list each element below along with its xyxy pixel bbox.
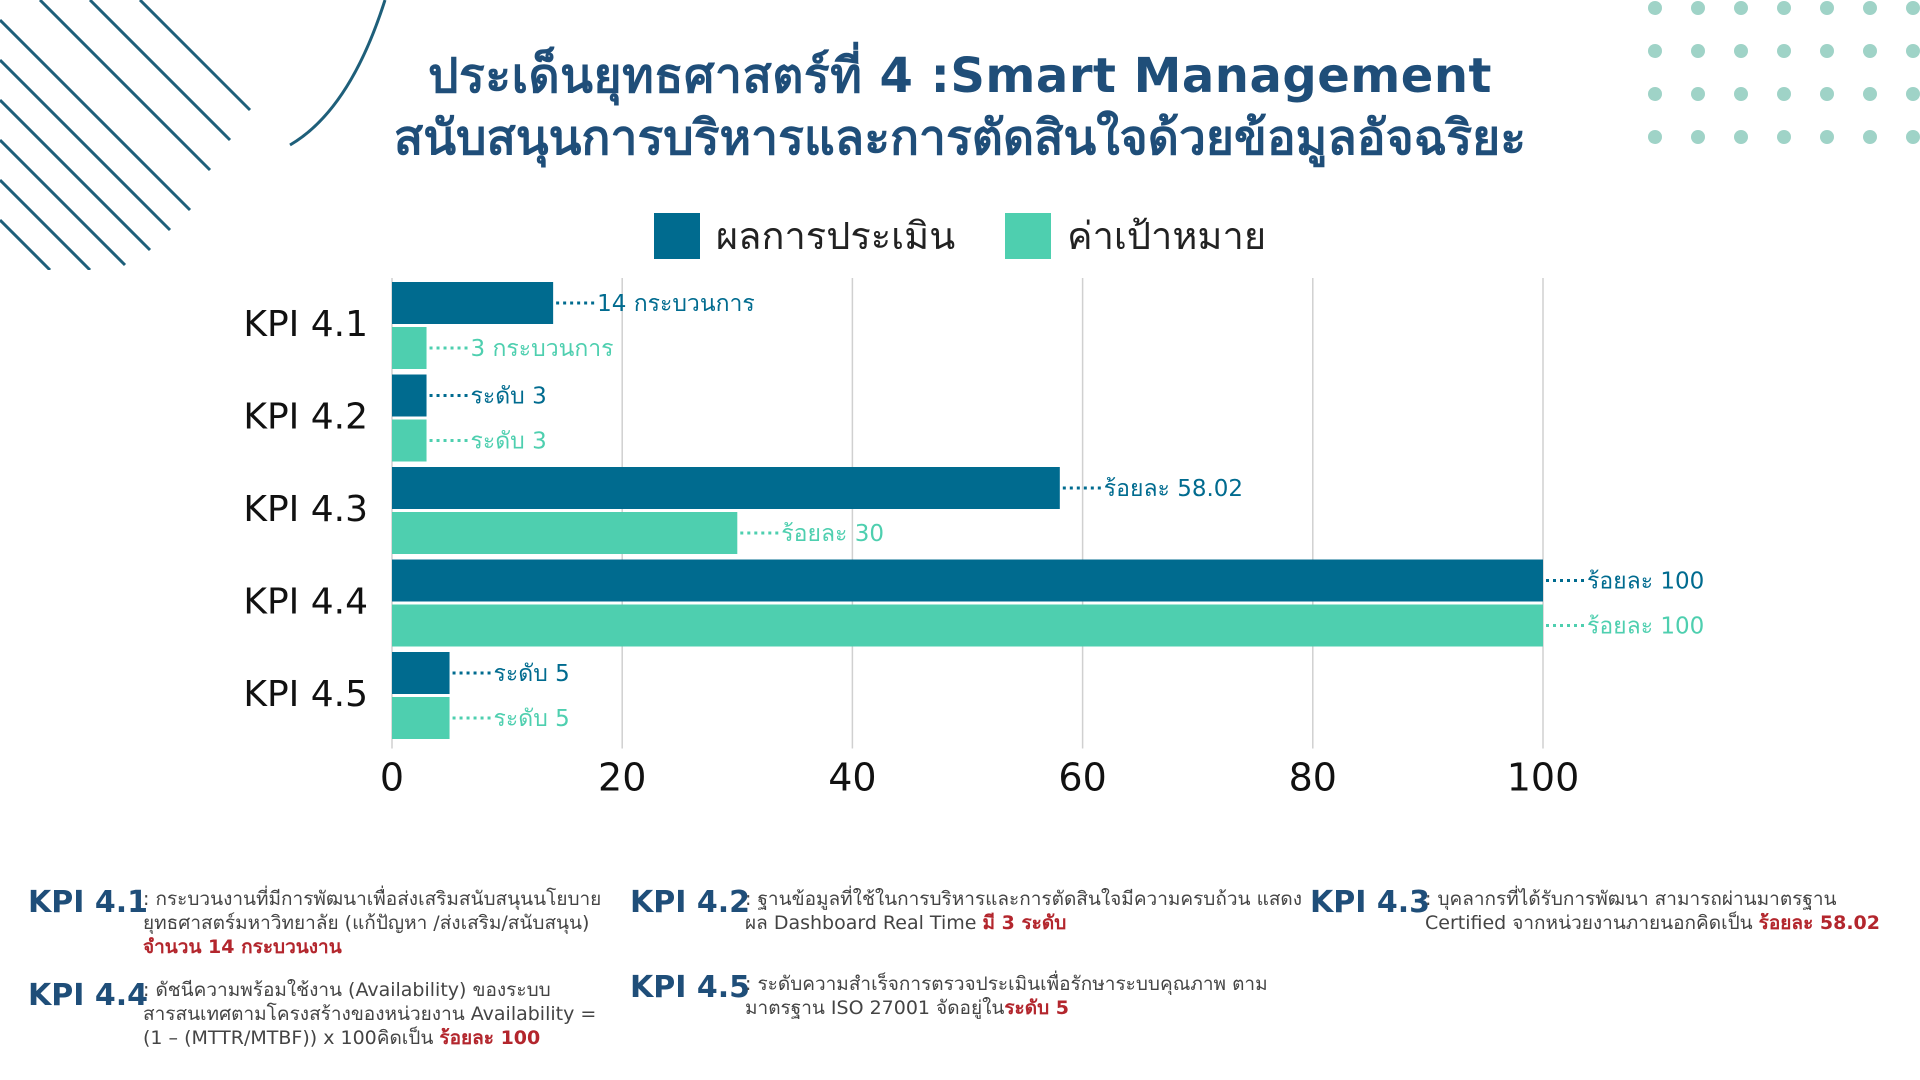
decor-dot — [1777, 130, 1791, 144]
bar — [392, 327, 427, 369]
note-highlight-4-1: จำนวน 14 กระบวนงาน — [143, 936, 342, 958]
x-tick-label: 40 — [828, 756, 876, 800]
decor-dot — [1734, 130, 1748, 144]
note-kpi-label-4-1: KPI 4.1 — [28, 885, 148, 920]
decor-dot — [1777, 87, 1791, 101]
decor-dot — [1734, 44, 1748, 58]
note-kpi-4-2: : ฐานข้อมูลที่ใช้ในการบริหารและการตัดสิน… — [745, 887, 1305, 935]
dot-grid-decoration — [1648, 1, 1920, 144]
note-kpi-4-3: : บุคลากรที่ได้รับการพัฒนา สามารถผ่านมาต… — [1425, 887, 1895, 935]
decor-dot — [1820, 44, 1834, 58]
page-subtitle: สนับสนุนการบริหารและการตัดสินใจด้วยข้อมู… — [393, 110, 1527, 166]
legend-label-result: ผลการประเมิน — [715, 214, 956, 258]
legend-swatch-target — [1005, 212, 1052, 259]
y-category-label: KPI 4.1 — [243, 304, 368, 345]
page-title: ประเด็นยุทธศาสตร์ที่ 4 :Smart Management — [428, 48, 1492, 104]
decor-dot — [1691, 44, 1705, 58]
bar — [392, 374, 427, 417]
legend-item-result: ผลการประเมิน — [653, 205, 956, 266]
data-label: 14 กระบวนการ — [597, 291, 755, 317]
data-label: ระดับ 5 — [494, 661, 570, 687]
decor-dot — [1691, 130, 1705, 144]
x-tick-label: 100 — [1507, 756, 1580, 800]
decor-dot — [1648, 87, 1662, 101]
note-kpi-4-5: : ระดับความสำเร็จการตรวจประเมินเพื่อรักษ… — [745, 972, 1305, 1020]
x-tick-label: 0 — [380, 756, 404, 800]
note-highlight-4-4: ร้อยละ 100 — [439, 1027, 541, 1049]
note-kpi-label-4-4: KPI 4.4 — [28, 978, 148, 1013]
decor-dot — [1863, 1, 1877, 15]
data-label: ระดับ 3 — [471, 384, 547, 410]
decor-dot — [1648, 130, 1662, 144]
y-category-label: KPI 4.4 — [243, 582, 368, 623]
note-highlight-4-5: ระดับ 5 — [1004, 997, 1069, 1019]
note-kpi-4-4: : ดัชนีความพร้อมใช้งาน (Availability) ขอ… — [143, 978, 613, 1050]
bar — [392, 512, 738, 554]
x-tick-label: 80 — [1289, 756, 1337, 800]
note-text-4-2: : ฐานข้อมูลที่ใช้ในการบริหารและการตัดสิน… — [745, 888, 1303, 934]
decor-dot — [1648, 1, 1662, 15]
decor-dot — [1777, 44, 1791, 58]
legend-item-target: ค่าเป้าหมาย — [1005, 205, 1266, 266]
decor-dot — [1734, 1, 1748, 15]
y-category-label: KPI 4.3 — [243, 489, 368, 530]
decor-dot — [1820, 1, 1834, 15]
decor-dot — [1820, 130, 1834, 144]
legend-label-target: ค่าเป้าหมาย — [1067, 214, 1267, 258]
bar — [392, 559, 1543, 602]
decor-dot — [1863, 87, 1877, 101]
bar — [392, 419, 427, 462]
decor-dot — [1734, 87, 1748, 101]
x-tick-label: 60 — [1058, 756, 1106, 800]
bar — [392, 467, 1060, 509]
data-label: 3 กระบวนการ — [471, 336, 614, 362]
legend-swatch-result — [653, 212, 700, 259]
decor-dot — [1648, 44, 1662, 58]
decor-dot — [1906, 87, 1920, 101]
bar — [392, 697, 450, 739]
note-highlight-4-3: ร้อยละ 58.02 — [1758, 912, 1880, 934]
note-kpi-label-4-3: KPI 4.3 — [1310, 885, 1430, 920]
data-label: ร้อยละ 100 — [1587, 569, 1704, 595]
data-label: ร้อยละ 100 — [1587, 614, 1704, 640]
note-text-4-1: : กระบวนงานที่มีการพัฒนาเพื่อส่งเสริมสนั… — [143, 888, 602, 934]
decor-dot — [1691, 1, 1705, 15]
note-kpi-label-4-5: KPI 4.5 — [630, 970, 750, 1005]
y-category-label: KPI 4.5 — [243, 674, 368, 715]
kpi-bar-chart: 0 20 40 60 80 100 KPI 4.1 14 กระบวนการ 3 กระบวนก… — [243, 278, 1704, 800]
chart-legend: ผลการประเมิน ค่าเป้าหมาย — [0, 205, 1920, 266]
corner-line-decoration — [0, 0, 387, 270]
bar — [392, 652, 450, 694]
y-category-label: KPI 4.2 — [243, 397, 368, 438]
decor-dot — [1906, 1, 1920, 15]
decor-dot — [1863, 130, 1877, 144]
decor-dot — [1906, 44, 1920, 58]
note-kpi-label-4-2: KPI 4.2 — [630, 885, 750, 920]
decor-dot — [1906, 130, 1920, 144]
note-kpi-4-1: : กระบวนงานที่มีการพัฒนาเพื่อส่งเสริมสนั… — [143, 887, 613, 959]
x-tick-label: 20 — [598, 756, 646, 800]
data-label: ระดับ 5 — [494, 706, 570, 732]
decor-dot — [1691, 87, 1705, 101]
decor-dot — [1820, 87, 1834, 101]
data-label: ร้อยละ 58.02 — [1104, 476, 1243, 502]
bar — [392, 282, 554, 324]
decor-dot — [1863, 44, 1877, 58]
note-text-4-3: : บุคลากรที่ได้รับการพัฒนา สามารถผ่านมาต… — [1425, 888, 1837, 934]
data-label: ร้อยละ 30 — [781, 521, 884, 547]
note-highlight-4-2: มี 3 ระดับ — [982, 912, 1067, 934]
bar — [392, 604, 1543, 647]
note-text-4-4: : ดัชนีความพร้อมใช้งาน (Availability) ขอ… — [143, 979, 597, 1049]
note-text-4-5: : ระดับความสำเร็จการตรวจประเมินเพื่อรักษ… — [745, 973, 1268, 1019]
decor-dot — [1777, 1, 1791, 15]
data-label: ระดับ 3 — [471, 429, 547, 455]
